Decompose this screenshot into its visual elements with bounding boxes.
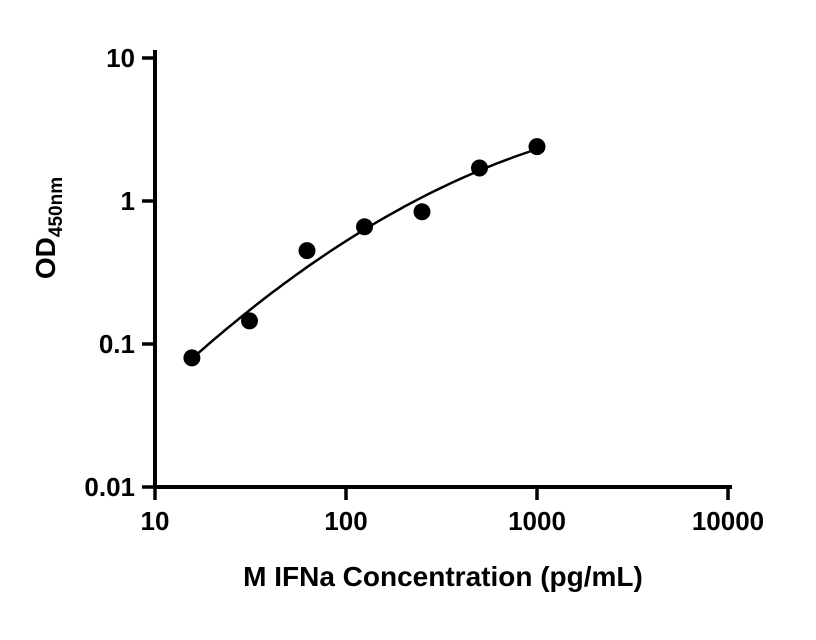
data-point	[413, 203, 431, 221]
x-tick-label: 1000	[508, 506, 566, 536]
y-tick-label: 0.01	[84, 472, 135, 502]
axis-frame	[153, 50, 732, 489]
data-point	[183, 349, 201, 367]
data-point	[241, 312, 258, 330]
y-tick-label: 10	[106, 43, 135, 73]
data-point	[298, 242, 316, 260]
x-axis-title: M IFNa Concentration (pg/mL)	[243, 561, 643, 592]
x-tick-label: 10000	[692, 506, 764, 536]
x-tick-label: 100	[324, 506, 367, 536]
data-point	[528, 138, 546, 156]
y-axis-title: OD450nm	[30, 177, 67, 279]
axis-tick-labels: 10 100 1000 10000 0.01 0.1 1 10	[84, 43, 764, 536]
y-tick-label: 0.1	[99, 329, 135, 359]
axis-ticks	[142, 56, 730, 500]
data-point	[356, 218, 373, 236]
x-tick-label: 10	[141, 506, 170, 536]
y-tick-label: 1	[121, 186, 135, 216]
plot-area	[183, 138, 546, 367]
y-axis-title-main: OD	[30, 237, 61, 279]
fit-curve	[191, 147, 538, 360]
data-point	[471, 159, 488, 177]
y-axis-title-subscript: 450nm	[46, 177, 67, 237]
